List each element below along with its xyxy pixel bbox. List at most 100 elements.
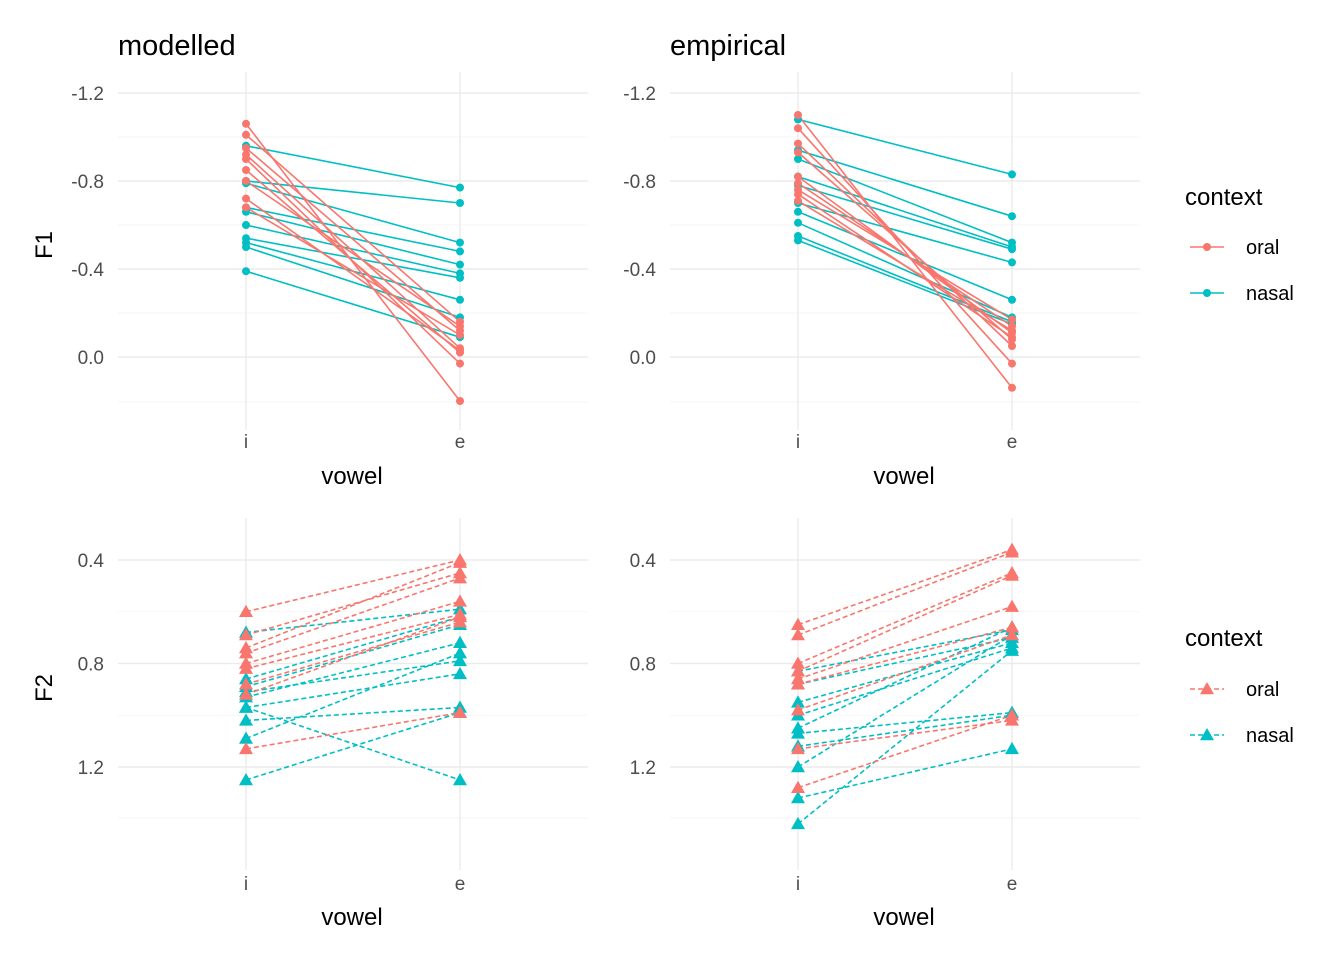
legend-label-nasal: nasal xyxy=(1246,725,1294,747)
data-point-triangle-oral xyxy=(791,703,805,716)
data-point-oral xyxy=(242,166,250,174)
data-point-triangle-nasal xyxy=(453,666,467,680)
series-line-oral xyxy=(245,180,461,327)
x-tick-label: e xyxy=(1007,874,1018,895)
series-line-oral xyxy=(797,189,1013,321)
y-tick-label: 0.0 xyxy=(78,348,104,369)
data-point-triangle-oral xyxy=(239,687,253,700)
series-line-nasal xyxy=(797,239,1013,325)
series-line-nasal xyxy=(797,118,1013,176)
data-point-nasal xyxy=(1008,258,1016,267)
data-point-nasal xyxy=(1008,245,1016,254)
data-point-triangle-oral xyxy=(453,594,467,607)
data-point-triangle-nasal xyxy=(453,653,467,667)
series-line-oral xyxy=(797,714,1013,789)
data-point-oral xyxy=(794,172,802,181)
legend-label-oral: oral xyxy=(1246,679,1279,701)
data-point-oral xyxy=(794,196,802,205)
data-point-oral xyxy=(456,322,464,331)
series-line-oral xyxy=(245,147,461,332)
series-line-nasal xyxy=(797,636,1013,685)
data-point-triangle-nasal xyxy=(1005,741,1019,755)
series-line-nasal xyxy=(245,206,461,253)
data-point-triangle-nasal xyxy=(239,713,253,726)
series-line-oral xyxy=(797,574,1013,672)
data-point-oral xyxy=(242,177,250,185)
data-point-oral xyxy=(242,119,250,128)
data-point-nasal xyxy=(794,207,802,216)
data-point-oral xyxy=(1008,359,1016,368)
series-line-nasal xyxy=(797,714,1013,748)
y-tick-label: -0.4 xyxy=(623,260,656,281)
data-point-nasal xyxy=(456,295,464,304)
series-line-oral xyxy=(245,621,461,685)
data-point-triangle-nasal xyxy=(239,731,253,744)
legend-key-triangle xyxy=(1200,682,1214,695)
legend-1: context oral nasal xyxy=(1185,184,1294,305)
y-tick-label: 0.4 xyxy=(630,551,657,572)
data-point-nasal xyxy=(456,273,464,282)
y-tick-label: 0.8 xyxy=(630,655,656,676)
x-tick-label: i xyxy=(796,874,800,895)
series-line-oral xyxy=(797,548,1013,626)
data-point-oral xyxy=(456,397,464,405)
data-point-triangle-oral xyxy=(791,677,805,690)
data-point-oral xyxy=(794,148,802,157)
series-line-nasal xyxy=(797,634,1013,768)
data-point-triangle-nasal xyxy=(791,695,805,708)
series-line-oral xyxy=(245,206,461,336)
data-point-triangle-nasal xyxy=(453,646,467,659)
data-point-oral xyxy=(242,130,250,139)
series-line-nasal xyxy=(245,211,461,266)
panel-title: empirical xyxy=(670,30,786,62)
data-point-triangle-nasal xyxy=(791,721,805,734)
data-point-oral xyxy=(794,111,802,119)
data-point-triangle-oral xyxy=(453,705,467,718)
data-point-triangle-nasal xyxy=(791,760,805,773)
data-point-oral xyxy=(1008,342,1016,350)
data-point-oral xyxy=(1008,383,1016,392)
data-point-oral xyxy=(794,179,802,188)
data-point-triangle-nasal xyxy=(1005,643,1019,656)
data-point-oral xyxy=(242,203,250,212)
data-point-triangle-oral xyxy=(239,677,253,690)
y-tick-label: 1.2 xyxy=(78,758,104,779)
data-point-triangle-oral xyxy=(453,555,467,568)
series-line-nasal xyxy=(797,748,1013,799)
data-point-oral xyxy=(456,331,464,339)
panel-2: -1.2 -0.8 -0.4 0.0 i e empirical vowel xyxy=(623,30,1140,490)
data-point-triangle-oral xyxy=(453,571,467,584)
data-point-nasal xyxy=(242,267,250,276)
legend-key-point xyxy=(1203,289,1211,297)
data-point-triangle-nasal xyxy=(453,772,467,786)
series-line-oral xyxy=(245,577,461,654)
y-tick-label: 1.2 xyxy=(630,758,656,779)
y-tick-label: -0.4 xyxy=(71,260,104,281)
x-tick-label: i xyxy=(244,874,248,895)
data-point-triangle-oral xyxy=(791,780,805,793)
series-line-oral xyxy=(245,169,461,354)
panel-1: -1.2 -0.8 -0.4 0.0 i e modelled vowel F1 xyxy=(31,30,588,490)
data-point-nasal xyxy=(456,247,464,256)
legend-label-nasal: nasal xyxy=(1246,283,1294,305)
x-axis-title: vowel xyxy=(321,904,382,931)
legend-key-triangle xyxy=(1200,728,1214,741)
series-line-oral xyxy=(797,626,1013,685)
series-line-oral xyxy=(797,572,1013,665)
series-line-nasal xyxy=(245,246,461,319)
series-line-oral xyxy=(245,197,461,352)
series-line-nasal xyxy=(797,642,1013,704)
series-line-nasal xyxy=(797,711,1013,735)
data-point-triangle-nasal xyxy=(239,700,253,713)
series-line-nasal xyxy=(245,224,461,275)
y-axis-title: F1 xyxy=(31,231,58,259)
series-line-nasal xyxy=(245,237,461,279)
legend-key-point xyxy=(1203,243,1211,251)
series-line-oral xyxy=(797,143,1013,347)
series-line-nasal xyxy=(245,706,461,722)
series-line-oral xyxy=(245,154,461,349)
data-point-nasal xyxy=(456,199,464,207)
series-line-nasal xyxy=(797,202,1013,264)
series-line-nasal xyxy=(797,647,1013,717)
legend-title: context xyxy=(1185,184,1263,211)
